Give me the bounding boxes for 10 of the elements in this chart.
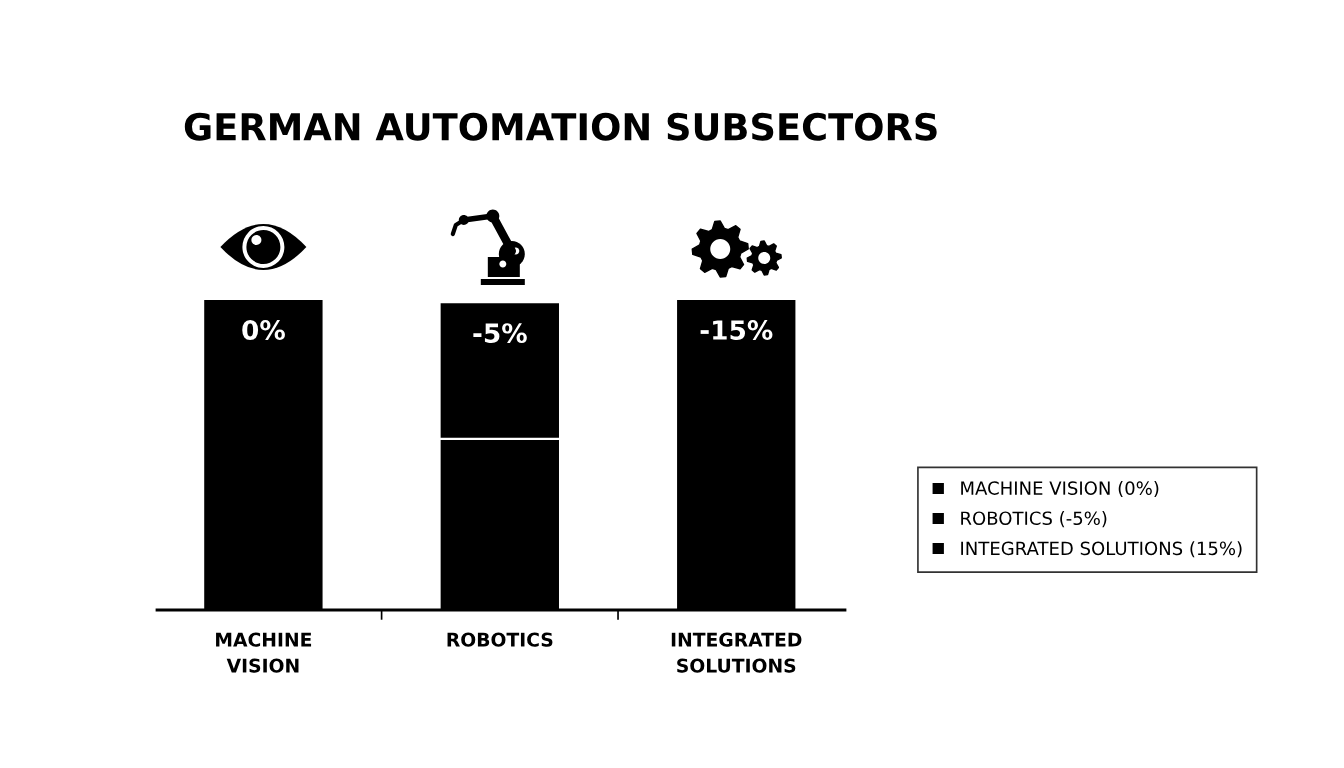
x-tick-label: INTEGRATED SOLUTIONS	[671, 632, 802, 673]
legend-label: INTEGRATED SOLUTIONS (15%)	[961, 541, 1242, 558]
legend-label: MACHINE VISION (0%)	[961, 480, 1159, 498]
x-tick-label: ROBOTICS	[447, 632, 553, 647]
x-tick-label: MACHINE VISION	[216, 632, 312, 673]
legend-label: ROBOTICS (-5%)	[961, 511, 1107, 528]
annotation: -15%	[700, 320, 773, 340]
annotation: -5%	[473, 323, 527, 344]
annotation: 0%	[242, 320, 285, 340]
chart-title: GERMAN AUTOMATION SUBSECTORS	[184, 112, 937, 141]
